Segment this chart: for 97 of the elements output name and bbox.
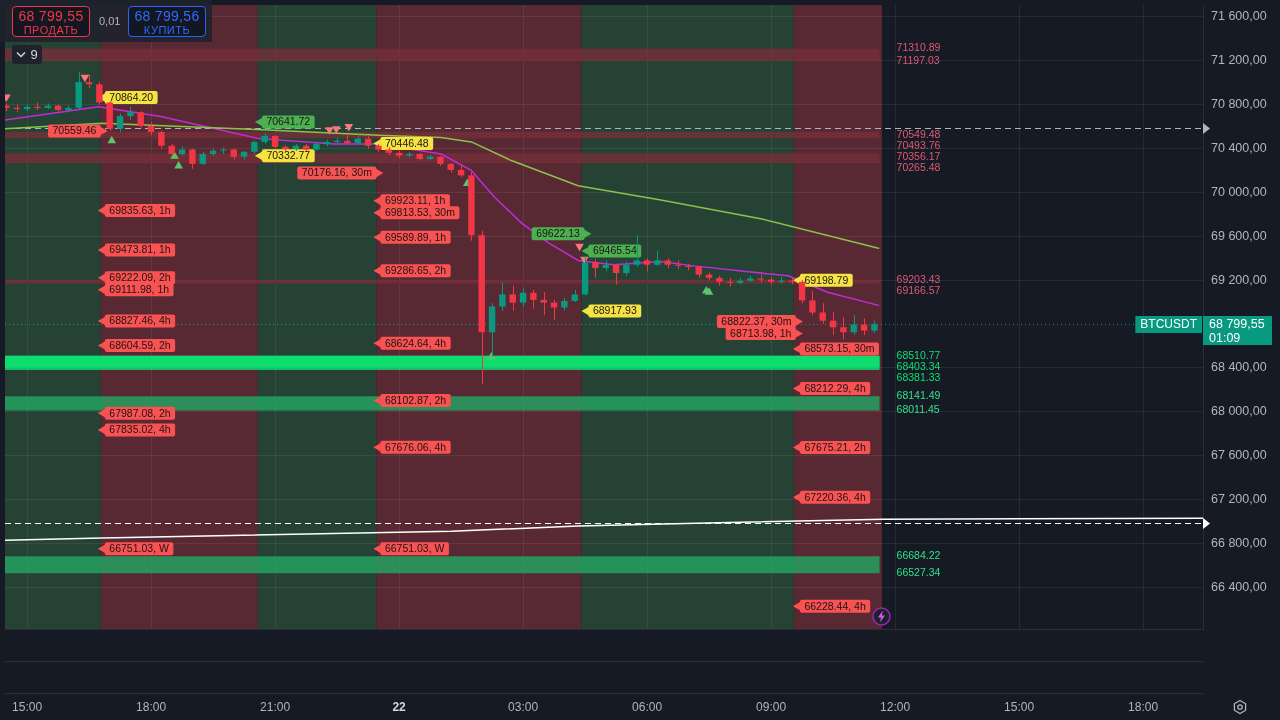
candlestick [819, 302, 826, 325]
data-label: 69923.11, 1h [384, 194, 446, 207]
candlestick [96, 81, 103, 106]
data-label: 68102.87, 2h [384, 393, 447, 406]
x-tick-label: 21:00 [260, 699, 291, 714]
candlestick [116, 112, 124, 133]
data-label: 70446.48 [384, 136, 429, 149]
annotation: 69166.57 [896, 283, 941, 296]
data-label: 68917.93 [592, 304, 637, 317]
data-label: 69473.81, 1h [109, 243, 171, 256]
candlestick [798, 279, 806, 304]
y-tick-label: 70 000,00 [1211, 184, 1267, 199]
data-label: 68713.98, 1h [730, 326, 792, 339]
data-label: 66751.03, W [109, 542, 169, 555]
data-label: 68573.15, 30m [804, 342, 875, 355]
candlestick [612, 263, 620, 286]
data-label: 68604.59, 2h [109, 338, 171, 351]
price-tag: 68 799,55 01:09 [1203, 316, 1272, 345]
annotation: 68510.77 [896, 348, 941, 361]
data-label: 69198.79 [804, 273, 849, 286]
data-label: 68212.29, 4h [804, 381, 866, 394]
data-label: 69835.63, 1h [109, 203, 171, 216]
data-label: 70332.77 [266, 149, 311, 162]
data-label: 67675.21, 2h [804, 440, 866, 453]
data-label: 70559.46 [52, 124, 97, 137]
data-label: 68624.64, 4h [384, 336, 447, 349]
buy-button: 68 799,56 КУПИТЬ [128, 6, 206, 37]
x-tick-label: 18:00 [136, 699, 167, 714]
x-tick-label: 09:00 [756, 699, 787, 714]
data-label: 69589.89, 1h [384, 230, 447, 243]
candlestick [809, 290, 816, 316]
data-label: 68822.37, 30m [721, 314, 792, 327]
x-tick-label: 12:00 [880, 699, 911, 714]
y-tick-label: 68 000,00 [1211, 404, 1267, 419]
data-label: 70641.72 [266, 115, 311, 128]
candlestick [530, 289, 537, 310]
y-tick-label: 70 800,00 [1211, 97, 1267, 112]
annotation: 71310.89 [896, 41, 941, 54]
data-label: 66228.44, 4h [804, 599, 866, 612]
annotation: 66684.22 [896, 549, 941, 562]
y-tick-label: 71 600,00 [1211, 9, 1267, 24]
y-tick-label: 66 800,00 [1211, 535, 1267, 550]
data-label: 69813.53, 30m [384, 206, 456, 219]
y-tick-label: 69 200,00 [1211, 272, 1267, 287]
candlestick [509, 285, 516, 312]
data-label: 67220.36, 4h [804, 490, 866, 503]
candlestick [592, 258, 599, 279]
annotation: 66527.34 [896, 566, 941, 579]
annotation: 68381.33 [896, 371, 941, 384]
candlestick [550, 299, 558, 321]
annotation: 70356.17 [896, 149, 941, 162]
y-tick-label: 67 600,00 [1211, 448, 1267, 463]
x-tick-label: 22 [392, 699, 407, 714]
y-tick-label: 67 200,00 [1211, 492, 1267, 506]
data-label: 69622.13 [536, 227, 581, 240]
annotation: 0,01 [99, 15, 121, 27]
annotation: 70549.48 [896, 127, 941, 140]
candlestick [540, 291, 547, 316]
candlestick [840, 316, 847, 340]
annotation: 70493.76 [896, 138, 941, 151]
dropdown-button: 9 [12, 45, 42, 64]
y-tick-label: 71 200,00 [1211, 53, 1267, 68]
ref-line-label: BTCUSDT [1140, 317, 1198, 332]
annotation: 69203.43 [896, 272, 941, 285]
annotation: 9 [30, 47, 38, 62]
y-tick-label: 70 400,00 [1211, 140, 1267, 155]
annotation: 68141.49 [896, 389, 941, 402]
data-label: 69222.09, 2h [109, 271, 171, 284]
data-label: 69286.65, 2h [384, 264, 447, 277]
annotation: КУПИТЬ [142, 24, 192, 36]
data-label: 69111.98, 1h [109, 283, 170, 296]
annotation: 71197.03 [896, 53, 940, 66]
annotation: ПРОДАТЬ [22, 24, 80, 36]
x-tick-label: 15:00 [1004, 699, 1035, 714]
y-tick-label: 66 400,00 [1211, 579, 1267, 594]
annotation: 68 799,55 [17, 8, 85, 24]
candlestick [189, 147, 196, 170]
annotation: 68011.45 [896, 403, 940, 416]
y-tick-label: 68 400,00 [1211, 360, 1267, 375]
data-label: 69465.54 [592, 244, 637, 257]
data-label: 67676.06, 4h [384, 440, 447, 453]
x-tick-label: 18:00 [1128, 699, 1159, 714]
data-label: 66751.03, W [384, 542, 445, 555]
annotation: 68403.34 [896, 360, 941, 373]
x-tick-label: 15:00 [12, 699, 43, 714]
candlestick [499, 281, 506, 312]
data-label: 68827.46, 4h [109, 314, 171, 327]
data-label: 70864.20 [109, 90, 154, 103]
x-tick-label: 03:00 [508, 699, 539, 714]
y-tick-label: 69 600,00 [1211, 228, 1267, 243]
annotation: 68 799,56 [133, 8, 201, 24]
x-tick-label: 06:00 [632, 699, 663, 714]
data-label: 67987.08, 2h [109, 406, 171, 419]
data-label: 70176.16, 30m [301, 166, 373, 179]
annotation: 70265.48 [896, 160, 941, 173]
sell-button: 68 799,55 ПРОДАТЬ [12, 6, 90, 37]
data-label: 67835.02, 4h [109, 423, 171, 436]
